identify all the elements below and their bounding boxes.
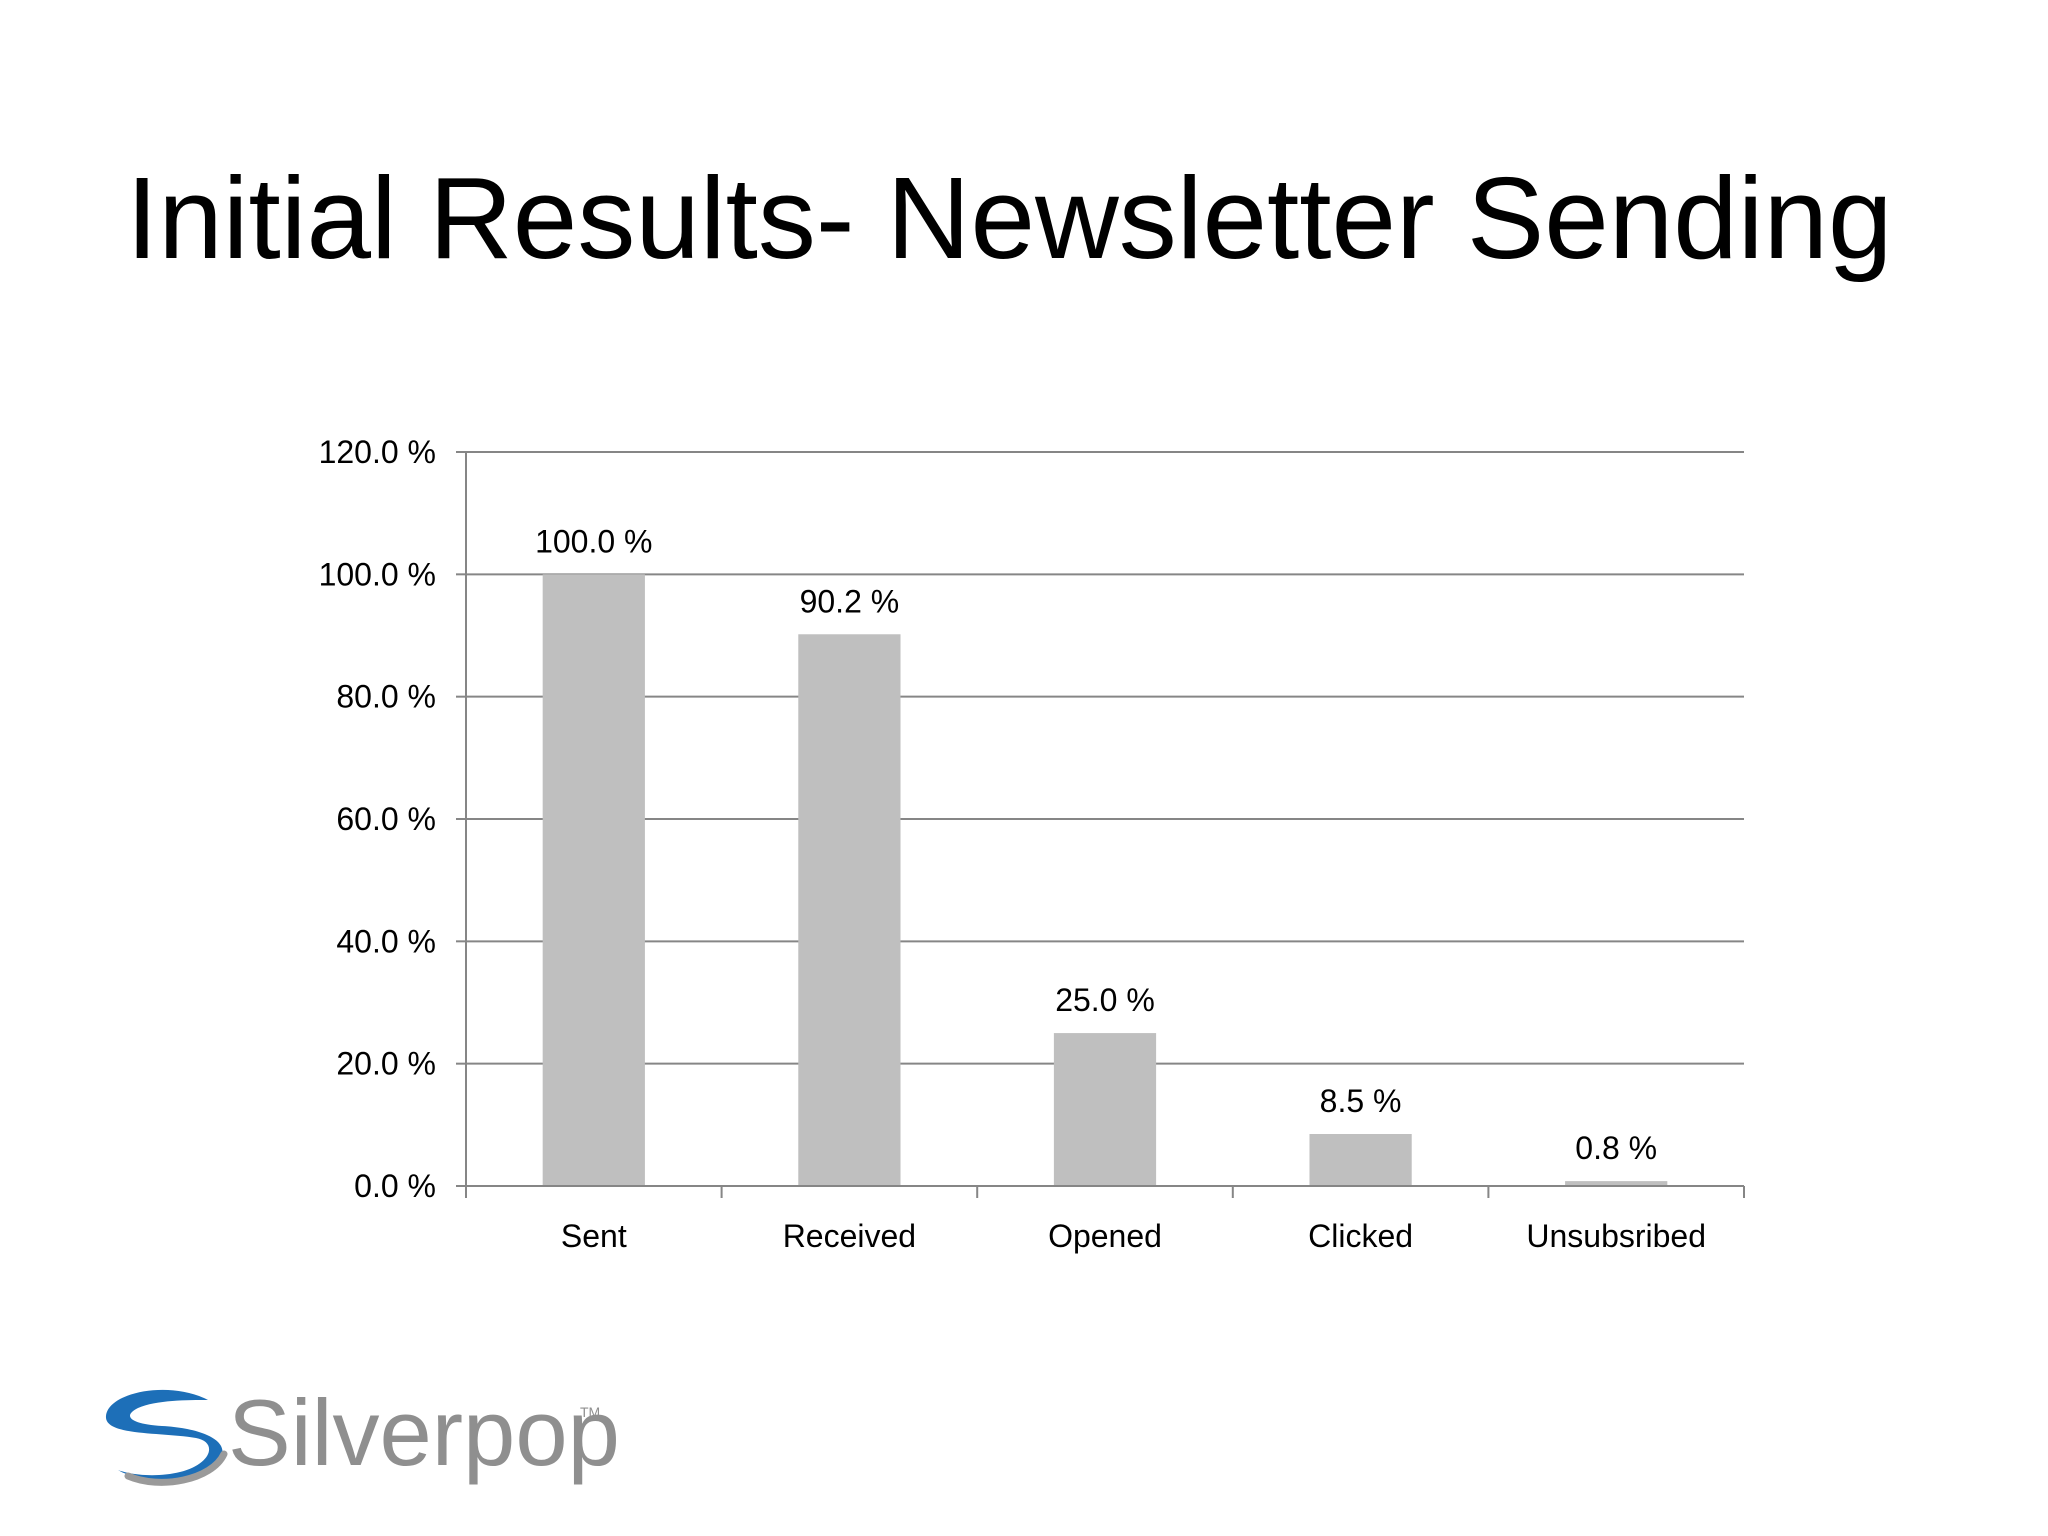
data-label: 8.5 % — [1320, 1083, 1402, 1119]
logo-tm: TM — [580, 1404, 601, 1420]
x-tick-label: Sent — [561, 1218, 627, 1254]
slide-title: Initial Results- Newsletter Sending — [126, 153, 1893, 283]
data-label: 100.0 % — [535, 523, 652, 559]
x-tick-label: Received — [783, 1218, 916, 1254]
data-label: 0.8 % — [1575, 1130, 1657, 1166]
y-tick-label: 120.0 % — [319, 434, 436, 470]
silverpop-logo: Silverpop TM — [100, 1380, 620, 1510]
bar-clicked — [1309, 1134, 1412, 1186]
data-labels: 100.0 % 90.2 % 25.0 % 8.5 % 0.8 % — [535, 523, 1657, 1166]
y-tick-label: 20.0 % — [336, 1046, 436, 1082]
y-tick-label: 0.0 % — [354, 1168, 436, 1204]
bar-sent — [542, 574, 645, 1186]
gridlines — [466, 451, 1744, 1065]
silverpop-swoosh-icon — [105, 1389, 228, 1486]
x-tick-label: Opened — [1048, 1218, 1162, 1254]
x-tick-label: Clicked — [1308, 1218, 1413, 1254]
data-label: 25.0 % — [1055, 982, 1155, 1018]
data-label: 90.2 % — [800, 583, 900, 619]
y-tick-label: 60.0 % — [336, 801, 436, 837]
bar-received — [798, 634, 901, 1186]
logo-text: Silverpop — [228, 1380, 620, 1485]
y-tick-label: 80.0 % — [336, 679, 436, 715]
bar-unsubsribed — [1565, 1181, 1668, 1186]
y-tick-label: 100.0 % — [319, 556, 436, 592]
bar-opened — [1053, 1033, 1157, 1186]
y-tick-label: 40.0 % — [336, 923, 436, 959]
axes: 0.0 % 20.0 % 40.0 % 60.0 % 80.0 % 100.0 % 120.… — [319, 434, 1745, 1254]
bars — [542, 574, 1668, 1186]
x-tick-label: Unsubsribed — [1526, 1218, 1706, 1254]
